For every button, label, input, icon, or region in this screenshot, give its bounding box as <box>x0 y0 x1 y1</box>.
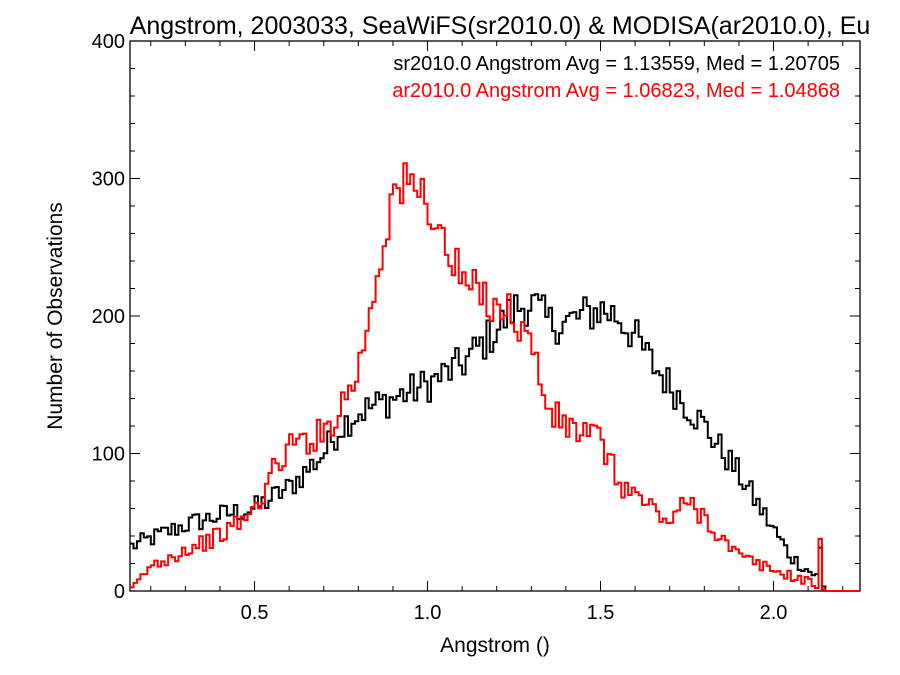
y-tick-label: 300 <box>92 169 125 191</box>
series-line-0 <box>130 293 860 592</box>
y-tick-label: 400 <box>92 31 125 53</box>
x-tick-label: 2.0 <box>760 602 788 624</box>
x-tick-label: 1.0 <box>414 602 442 624</box>
y-axis-label: Number of Observations <box>44 202 67 430</box>
x-tick-label: 0.5 <box>241 602 269 624</box>
y-axis-ticks: 0 100 200 300 400 <box>92 31 860 603</box>
plot-frame <box>129 40 861 592</box>
series-layer <box>130 162 860 592</box>
y-tick-label: 200 <box>92 306 125 328</box>
y-tick-label: 100 <box>92 444 125 466</box>
x-axis-label: Angstrom () <box>440 634 550 657</box>
series-line-1 <box>130 162 860 592</box>
legend-entry-ar2010: ar2010.0 Angstrom Avg = 1.06823, Med = 1… <box>392 80 840 102</box>
x-axis-ticks: 0.5 1.0 1.5 2.0 <box>150 41 844 624</box>
legend-entry-sr2010: sr2010.0 Angstrom Avg = 1.13559, Med = 1… <box>393 53 840 75</box>
x-tick-label: 1.5 <box>587 602 615 624</box>
y-tick-label: 0 <box>114 581 125 603</box>
chart-title: Angstrom, 2003033, SeaWiFS(sr2010.0) & M… <box>130 12 871 40</box>
